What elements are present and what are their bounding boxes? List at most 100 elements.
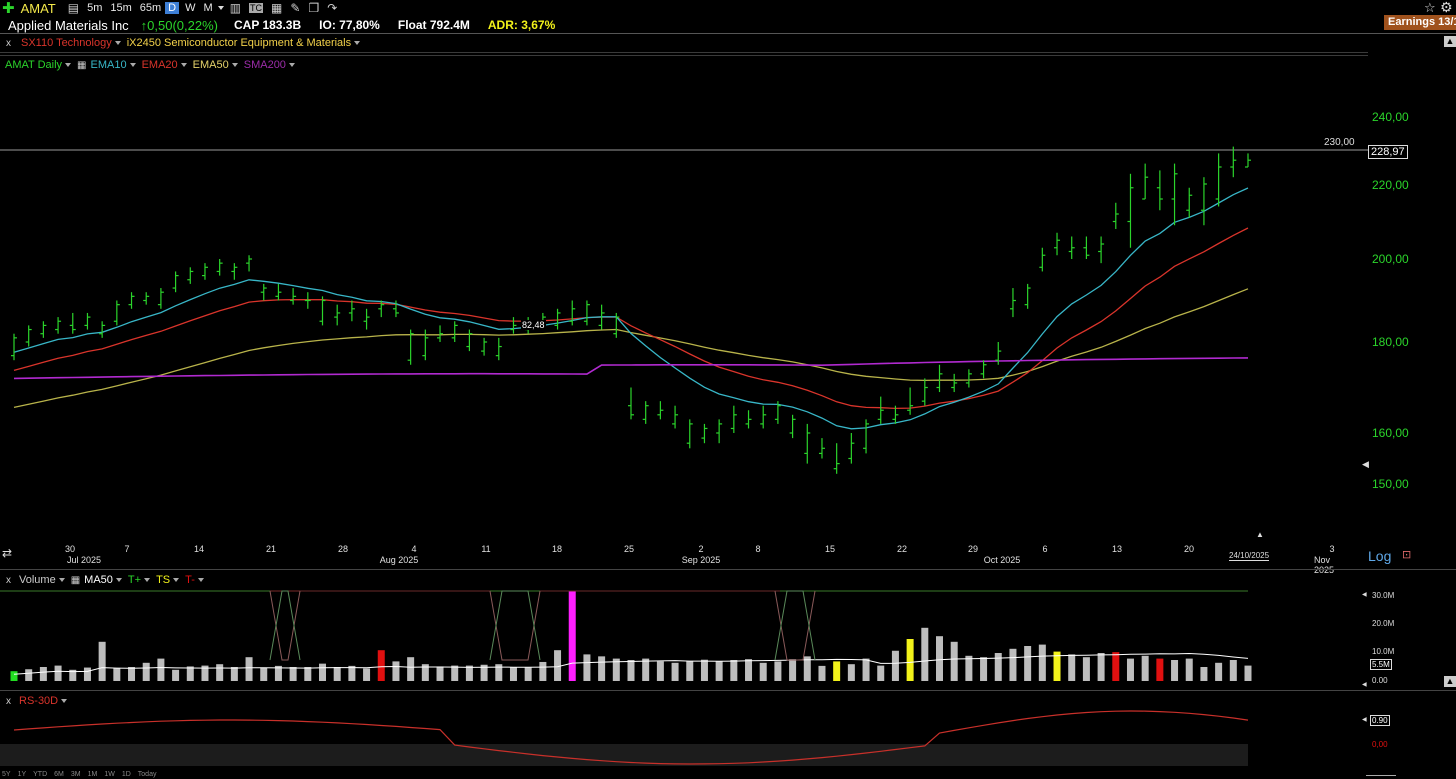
price-bar[interactable] bbox=[1245, 153, 1251, 168]
signal-t-minus[interactable]: T- bbox=[185, 574, 195, 586]
price-bar[interactable] bbox=[25, 325, 32, 347]
legend-ema50[interactable]: EMA50 bbox=[192, 59, 229, 71]
price-chart[interactable] bbox=[0, 75, 1368, 535]
price-bar[interactable] bbox=[466, 329, 473, 352]
price-bar[interactable] bbox=[863, 419, 870, 454]
crosshair-icon[interactable]: ⇄ bbox=[2, 546, 13, 560]
price-bar[interactable] bbox=[55, 317, 62, 334]
timeframe-5m[interactable]: 5m bbox=[87, 2, 103, 14]
grid-icon[interactable]: ▦ bbox=[77, 59, 87, 71]
price-bar[interactable] bbox=[1009, 288, 1016, 318]
volume-bar[interactable] bbox=[10, 671, 18, 681]
price-bar[interactable] bbox=[84, 312, 91, 330]
price-bar[interactable] bbox=[407, 329, 414, 365]
timeframe-65m[interactable]: 65m bbox=[139, 2, 162, 14]
price-bar[interactable] bbox=[1024, 283, 1031, 309]
price-bar[interactable] bbox=[1200, 177, 1207, 226]
volume-bar[interactable] bbox=[1156, 658, 1164, 681]
settings-icon[interactable]: ⚙ bbox=[1440, 0, 1453, 15]
price-bar[interactable] bbox=[730, 405, 737, 433]
price-bar[interactable] bbox=[1083, 236, 1090, 260]
price-bar[interactable] bbox=[40, 321, 47, 338]
price-axis[interactable]: 240,00 220,00 200,00 180,00 160,00 150,0… bbox=[1362, 75, 1456, 535]
rs-chart[interactable] bbox=[0, 700, 1368, 768]
price-bar[interactable] bbox=[1112, 202, 1119, 229]
volume-bar[interactable] bbox=[348, 665, 356, 681]
price-bar[interactable] bbox=[304, 292, 311, 309]
volume-bar[interactable] bbox=[1126, 658, 1134, 681]
volume-bar[interactable] bbox=[656, 661, 664, 681]
lock-icon[interactable]: ⊡ bbox=[1402, 549, 1412, 561]
volume-chart[interactable] bbox=[0, 588, 1368, 688]
volume-bar[interactable] bbox=[25, 669, 33, 681]
volume-bar[interactable] bbox=[980, 657, 988, 681]
volume-bar[interactable] bbox=[83, 667, 91, 681]
price-bar[interactable] bbox=[833, 443, 840, 474]
volume-bar[interactable] bbox=[627, 660, 635, 681]
volume-bar[interactable] bbox=[186, 666, 194, 681]
volume-bar[interactable] bbox=[994, 653, 1002, 681]
volume-bar[interactable] bbox=[363, 668, 371, 681]
price-bar[interactable] bbox=[348, 300, 355, 322]
volume-bar[interactable] bbox=[1244, 665, 1252, 681]
price-bar[interactable] bbox=[1127, 173, 1134, 248]
volume-bar[interactable] bbox=[700, 659, 708, 681]
volume-bar[interactable] bbox=[759, 662, 767, 681]
volume-bar[interactable] bbox=[201, 665, 209, 681]
legend-dropdown-icon[interactable] bbox=[65, 62, 72, 67]
price-bar[interactable] bbox=[392, 300, 399, 318]
timeframe-15m[interactable]: 15m bbox=[110, 2, 132, 14]
volume-bar[interactable] bbox=[583, 654, 591, 681]
price-bar[interactable] bbox=[613, 312, 620, 338]
signal-dropdown-icon[interactable] bbox=[197, 577, 204, 582]
price-bar[interactable] bbox=[334, 304, 341, 326]
volume-bar[interactable] bbox=[1038, 644, 1046, 681]
price-bar[interactable] bbox=[1142, 163, 1149, 200]
volume-bar[interactable] bbox=[554, 650, 562, 681]
volume-bar[interactable] bbox=[1082, 657, 1090, 681]
range-ytd[interactable]: YTD bbox=[33, 771, 48, 778]
volume-bar[interactable] bbox=[1053, 651, 1061, 681]
legend-sma200[interactable]: SMA200 bbox=[243, 59, 286, 71]
price-bar[interactable] bbox=[1156, 170, 1163, 211]
price-bar[interactable] bbox=[569, 300, 576, 326]
volume-bar[interactable] bbox=[436, 666, 444, 681]
volume-bar[interactable] bbox=[1141, 655, 1149, 681]
price-bar[interactable] bbox=[774, 401, 781, 424]
price-bar[interactable] bbox=[172, 271, 179, 293]
price-bar[interactable] bbox=[99, 321, 106, 338]
price-bar[interactable] bbox=[672, 405, 679, 429]
volume-bar[interactable] bbox=[1097, 653, 1105, 681]
price-bar[interactable] bbox=[246, 255, 253, 272]
price-bar[interactable] bbox=[921, 378, 928, 406]
price-bar[interactable] bbox=[187, 267, 194, 284]
volume-bar[interactable] bbox=[789, 659, 797, 681]
signal-ts[interactable]: TS bbox=[156, 574, 171, 586]
volume-bar[interactable] bbox=[230, 667, 238, 681]
volume-bar[interactable] bbox=[113, 668, 121, 681]
volume-bar[interactable] bbox=[289, 667, 297, 681]
volume-close-icon[interactable]: x bbox=[6, 574, 11, 586]
price-bar[interactable] bbox=[143, 292, 150, 305]
timeframe-weekly[interactable]: W bbox=[185, 2, 196, 14]
symbol-field[interactable]: AMAT bbox=[20, 0, 56, 16]
range-3m[interactable]: 3M bbox=[70, 771, 81, 778]
tc-icon[interactable]: TC bbox=[249, 3, 264, 13]
legend-dropdown-icon[interactable] bbox=[180, 62, 187, 67]
pencil-icon[interactable]: ✎ bbox=[290, 1, 301, 15]
volume-bar[interactable] bbox=[465, 665, 473, 681]
grid-icon[interactable]: ▦ bbox=[70, 574, 81, 586]
range-today[interactable]: Today bbox=[137, 771, 157, 778]
price-bar[interactable] bbox=[216, 259, 223, 276]
volume-bar[interactable] bbox=[1068, 654, 1076, 681]
range-5y[interactable]: 5Y bbox=[2, 771, 11, 778]
price-bar[interactable] bbox=[378, 300, 385, 318]
price-bar[interactable] bbox=[657, 401, 664, 420]
volume-bar[interactable] bbox=[1200, 667, 1208, 681]
price-bar[interactable] bbox=[157, 288, 164, 309]
volume-bar[interactable] bbox=[671, 662, 679, 681]
price-bar[interactable] bbox=[290, 288, 297, 305]
volume-bar[interactable] bbox=[392, 661, 400, 681]
volume-title[interactable]: Volume bbox=[19, 574, 56, 586]
collapse-arrow-icon[interactable]: ◀ bbox=[1362, 459, 1369, 469]
